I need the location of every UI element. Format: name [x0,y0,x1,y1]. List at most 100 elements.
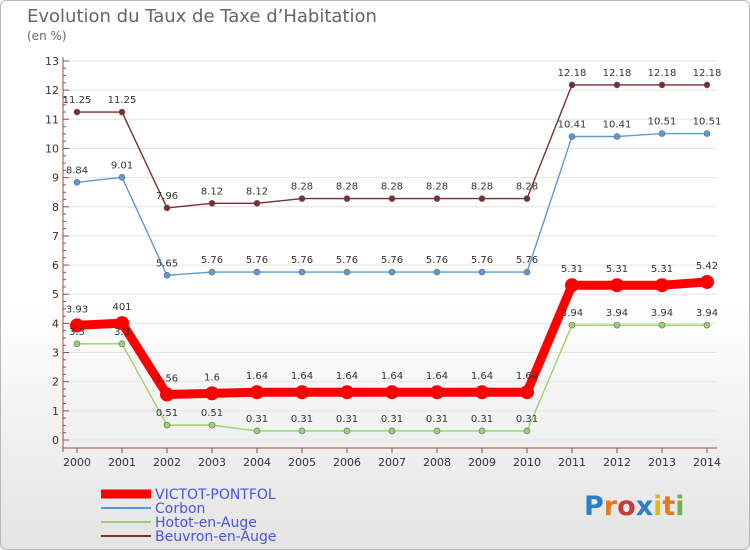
y-tick-label: 4 [52,317,59,330]
x-tick-label: 2012 [603,456,631,469]
data-label: 8.28 [516,182,538,193]
data-point [568,133,576,140]
data-label: 0.31 [291,414,313,425]
data-label: 8.28 [381,182,403,193]
x-tick-label: 2000 [63,456,91,469]
proxiti-logo: Proxiti [584,491,685,522]
data-point [118,108,126,116]
x-tick-label: 2013 [648,456,676,469]
data-label: 3.94 [696,308,718,319]
data-label: 5.76 [516,255,538,266]
data-point [478,195,486,202]
data-label: 12.18 [558,68,587,79]
legend-label: Beuvron-en-Auge [155,529,277,545]
legend-label: VICTOT-PONTFOL [155,487,276,503]
data-point [565,278,579,293]
data-label: 11.25 [63,95,92,106]
data-point [73,340,81,348]
data-point [475,385,489,400]
data-point [568,321,576,329]
data-label: 10.51 [693,117,722,128]
data-label: 5.76 [471,255,493,266]
data-label: 5.76 [426,255,448,266]
data-point [250,385,264,400]
data-point [568,81,576,89]
data-label: 8.28 [426,182,448,193]
data-label: 1.64 [471,371,493,382]
data-label: 0.31 [381,414,403,425]
data-point [253,427,261,435]
x-tick-label: 2010 [513,456,541,469]
data-label: 3.94 [651,308,673,319]
y-tick-label: 5 [52,288,59,301]
y-tick-label: 13 [45,55,59,68]
series-line-corbon [76,132,708,276]
x-tick-label: 2003 [198,456,226,469]
x-tick-label: 2002 [153,456,181,469]
data-point [655,278,669,293]
x-tick-label: 2009 [468,456,496,469]
data-point [700,274,714,289]
data-point [160,387,174,402]
data-point [115,316,129,331]
data-point [520,385,534,400]
x-tick-label: 2006 [333,456,361,469]
data-point [118,174,126,181]
data-label: 5.31 [606,264,628,275]
y-tick-label: 3 [52,347,59,360]
data-point [388,427,396,435]
data-label: 11.25 [108,95,137,106]
x-tick-label: 2007 [378,456,406,469]
data-label: 3.94 [561,308,583,319]
data-label: 1.64 [516,371,538,382]
data-point [478,268,486,276]
data-point [73,108,81,116]
data-label: 12.18 [603,68,632,79]
data-label: 8.84 [66,165,88,176]
data-label: 0.31 [471,414,493,425]
data-label: 1.64 [246,371,268,382]
data-label: 5.76 [291,255,313,266]
y-tick-label: 0 [52,434,59,447]
data-label: 8.12 [246,186,268,197]
data-point [163,271,171,279]
y-tick-label: 9 [52,172,59,185]
data-label: 0.31 [426,414,448,425]
data-point [298,268,306,276]
data-point [388,195,396,202]
data-point [658,130,666,137]
data-point [613,133,621,140]
data-point [118,340,126,348]
x-tick-label: 2004 [243,456,271,469]
x-tick-label: 2008 [423,456,451,469]
data-point [205,386,219,401]
data-label: 5.42 [696,261,718,272]
data-point [163,421,171,429]
x-tick-label: 2001 [108,456,136,469]
data-label: 3.3 [69,327,85,338]
data-label: 7.96 [156,191,178,202]
data-label: 0.51 [156,408,178,419]
data-point [613,321,621,329]
data-label: 5.65 [156,258,178,269]
data-label: 0.31 [246,414,268,425]
data-label: 401 [112,302,131,313]
chart-title: Evolution du Taux de Taxe d’Habitation [27,6,377,27]
data-point [295,385,309,400]
data-label: 10.41 [558,120,587,131]
data-label: 1.6 [204,372,220,383]
y-tick-label: 11 [45,113,59,126]
data-label: 3.93 [66,304,88,315]
data-label: 12.18 [648,68,677,79]
data-point [298,195,306,202]
unit-label: (en %) [27,29,67,43]
data-point [610,278,624,293]
data-label: 8.28 [471,182,493,193]
data-point [343,427,351,435]
data-label: 0.51 [201,408,223,419]
data-label: 5.31 [561,264,583,275]
data-label: 1.64 [336,371,358,382]
data-label: 1.56 [156,374,178,385]
